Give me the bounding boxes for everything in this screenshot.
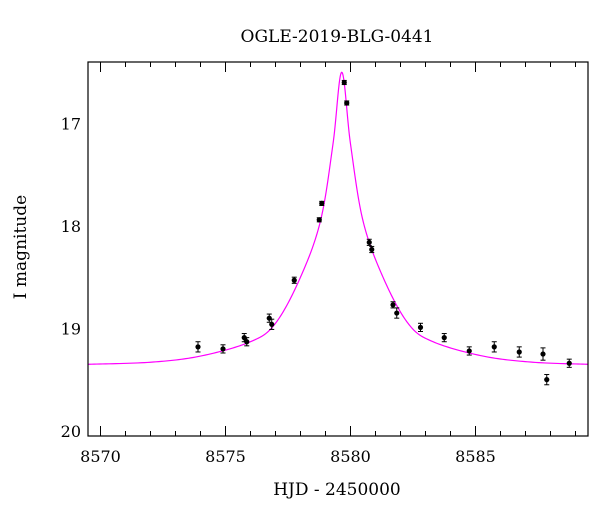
data-point xyxy=(266,313,272,323)
y-axis-label: I magnitude xyxy=(11,195,31,299)
y-tick-label: 19 xyxy=(61,319,81,338)
data-marker xyxy=(269,321,275,327)
data-point xyxy=(344,100,350,106)
data-points xyxy=(195,79,572,386)
y-tick-label: 20 xyxy=(61,422,81,441)
data-marker xyxy=(195,344,201,350)
data-marker xyxy=(369,246,375,253)
data-point xyxy=(291,276,297,284)
data-point xyxy=(341,79,347,86)
tick-labels: 8570 8575 8580 8585 17 18 19 20 xyxy=(61,114,496,466)
data-marker xyxy=(220,346,226,352)
data-marker xyxy=(366,239,372,245)
data-point xyxy=(195,341,201,353)
x-tick-label: 8570 xyxy=(80,447,121,466)
data-marker xyxy=(566,360,572,366)
data-marker xyxy=(516,349,522,355)
data-point xyxy=(319,200,325,207)
data-marker xyxy=(540,351,546,357)
data-marker xyxy=(319,200,325,207)
x-tick-label: 8575 xyxy=(205,447,246,466)
data-marker xyxy=(291,277,297,283)
data-marker xyxy=(544,377,550,383)
data-marker xyxy=(417,324,424,330)
x-tick-label: 8585 xyxy=(455,447,496,466)
data-point xyxy=(366,238,372,246)
data-point xyxy=(466,346,472,356)
data-point xyxy=(394,307,400,319)
data-marker xyxy=(344,100,350,106)
data-marker xyxy=(316,217,322,223)
data-point xyxy=(244,337,250,347)
chart-title: OGLE-2019-BLG-0441 xyxy=(241,27,434,47)
model-curve xyxy=(87,71,589,365)
data-marker xyxy=(390,302,396,308)
data-marker xyxy=(466,348,472,354)
data-point xyxy=(491,341,497,353)
data-point xyxy=(544,374,550,386)
x-tick-label: 8580 xyxy=(330,447,371,466)
data-point xyxy=(540,347,546,361)
data-marker xyxy=(441,335,447,341)
data-point xyxy=(441,333,447,343)
y-tick-label: 17 xyxy=(61,114,81,133)
data-marker xyxy=(491,344,497,350)
data-point xyxy=(316,217,322,223)
data-point xyxy=(220,344,226,354)
data-point xyxy=(269,318,275,330)
x-axis-label: HJD - 2450000 xyxy=(273,480,401,500)
data-marker xyxy=(266,315,272,321)
axis-ticks xyxy=(100,62,576,436)
data-marker xyxy=(244,339,250,345)
data-point xyxy=(369,245,375,254)
data-point xyxy=(417,322,424,332)
data-marker xyxy=(394,310,400,316)
data-marker xyxy=(341,79,347,86)
data-point xyxy=(566,358,572,368)
y-tick-label: 18 xyxy=(61,217,81,236)
plot-frame xyxy=(87,61,589,437)
data-point xyxy=(516,346,522,358)
